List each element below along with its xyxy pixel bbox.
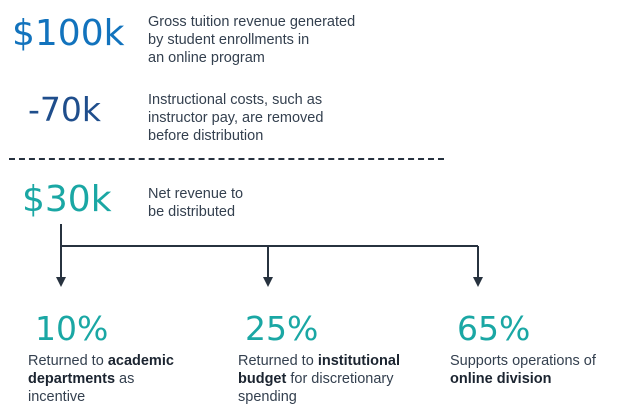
costs-description-line: Instructional costs, such as xyxy=(148,92,323,108)
academic-allocation-description: Returned to academic departments as ince… xyxy=(28,352,228,406)
gross-description-line: by student enrollments in xyxy=(148,32,310,48)
institutional-percent: 25% xyxy=(245,309,319,348)
gross-description-line: Gross tuition revenue generated xyxy=(148,14,356,30)
costs-description-line: instructor pay, are removed xyxy=(148,110,324,126)
arrow-down-icon xyxy=(56,277,66,287)
arrow-down-icon xyxy=(263,277,273,287)
instructional-costs-description: Instructional costs, such as instructor … xyxy=(148,91,323,145)
alloc-text: incentive xyxy=(28,389,86,405)
alloc-text: for discretionary xyxy=(286,371,394,387)
alloc-text: Returned to xyxy=(28,353,108,369)
subtraction-divider xyxy=(9,158,444,160)
alloc-emphasis: online division xyxy=(450,371,552,387)
alloc-text: as xyxy=(115,371,135,387)
online-division-percent: 65% xyxy=(457,309,531,348)
alloc-text: Returned to xyxy=(238,353,318,369)
gross-revenue-amount: $100k xyxy=(12,13,125,54)
costs-description-line: before distribution xyxy=(148,128,264,144)
gross-description-line: an online program xyxy=(148,50,265,66)
alloc-emphasis: institutional xyxy=(317,353,400,369)
instructional-costs-amount: -70k xyxy=(28,90,102,129)
alloc-emphasis: departments xyxy=(28,371,116,387)
net-description-line: Net revenue to xyxy=(148,186,244,202)
alloc-text: spending xyxy=(238,389,297,405)
alloc-text: Supports operations of xyxy=(450,353,596,369)
net-description-line: be distributed xyxy=(148,204,236,220)
alloc-emphasis: budget xyxy=(238,371,287,387)
arrow-down-icon xyxy=(473,277,483,287)
net-revenue-amount: $30k xyxy=(22,179,112,220)
net-revenue-description: Net revenue to be distributed xyxy=(148,185,243,221)
institutional-allocation-description: Returned to institutional budget for dis… xyxy=(238,352,443,406)
alloc-emphasis: academic xyxy=(107,353,174,369)
gross-revenue-description: Gross tuition revenue generated by stude… xyxy=(148,13,355,67)
online-division-allocation-description: Supports operations of online division xyxy=(450,352,622,388)
academic-percent: 10% xyxy=(35,309,109,348)
